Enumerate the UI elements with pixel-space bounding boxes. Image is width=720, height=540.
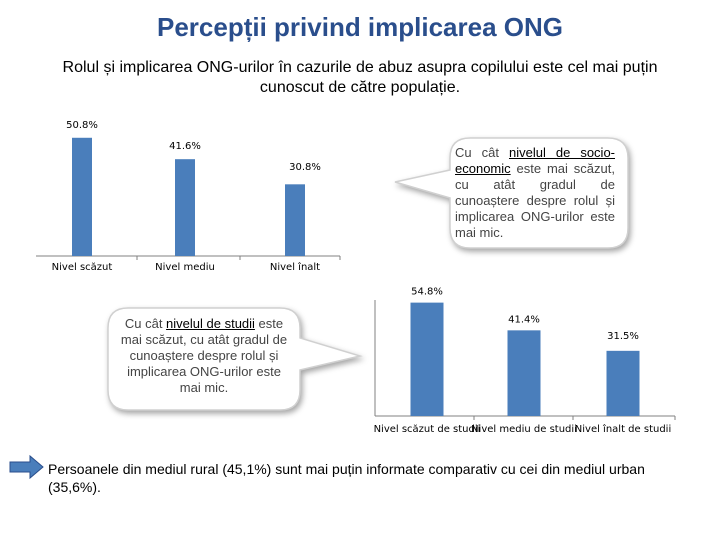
category-label: Nivel mediu: [155, 262, 215, 273]
callout-studies-prefix: Cu cât: [124, 316, 167, 331]
bar: [410, 302, 444, 416]
bar: [175, 159, 195, 256]
callout-economic-suffix: este mai scăzut, cu atât gradul de cunoa…: [455, 161, 615, 240]
category-label: Nivel scăzut: [52, 262, 113, 273]
category-label: Nivel înalt: [270, 261, 320, 273]
data-label: 30.8%: [289, 162, 321, 173]
bar: [606, 350, 640, 416]
callout-economic-prefix: Cu cât: [455, 145, 509, 160]
bar: [507, 330, 541, 416]
page-title: Percepții privind implicarea ONG: [156, 12, 564, 42]
right-arrow-icon: [9, 454, 44, 480]
data-label: 41.6%: [169, 141, 201, 152]
callout-bubble-economic: [394, 137, 629, 249]
page-subtitle: Rolul și implicarea ONG-urilor în cazuri…: [62, 59, 658, 96]
category-label: Nivel înalt de studii: [575, 423, 671, 435]
callout-bubble-studies: [107, 307, 363, 411]
data-label: 54.8%: [411, 287, 443, 298]
data-label: 31.5%: [607, 331, 639, 342]
footnote-text: Persoanele din mediul rural (45,1%) sunt…: [48, 461, 645, 495]
data-label: 41.4%: [508, 314, 540, 325]
bar: [285, 184, 305, 256]
callout-economic: Cu cât nivelul de socio-economic este ma…: [455, 145, 615, 241]
callout-studies: Cu cât nivelul de studii este mai scăzut…: [115, 316, 293, 396]
callout-economic-emphasis: nivelul de socio-economic: [455, 145, 615, 176]
data-label: 50.8%: [66, 120, 98, 131]
category-label: Nivel scăzut de studii: [374, 424, 481, 435]
bar: [72, 137, 92, 256]
callout-studies-suffix: este mai scăzut, cu atât gradul de cunoa…: [120, 316, 288, 395]
category-label: Nivel mediu de studii: [471, 424, 577, 435]
callout-studies-emphasis: nivelul de studii: [166, 316, 255, 331]
